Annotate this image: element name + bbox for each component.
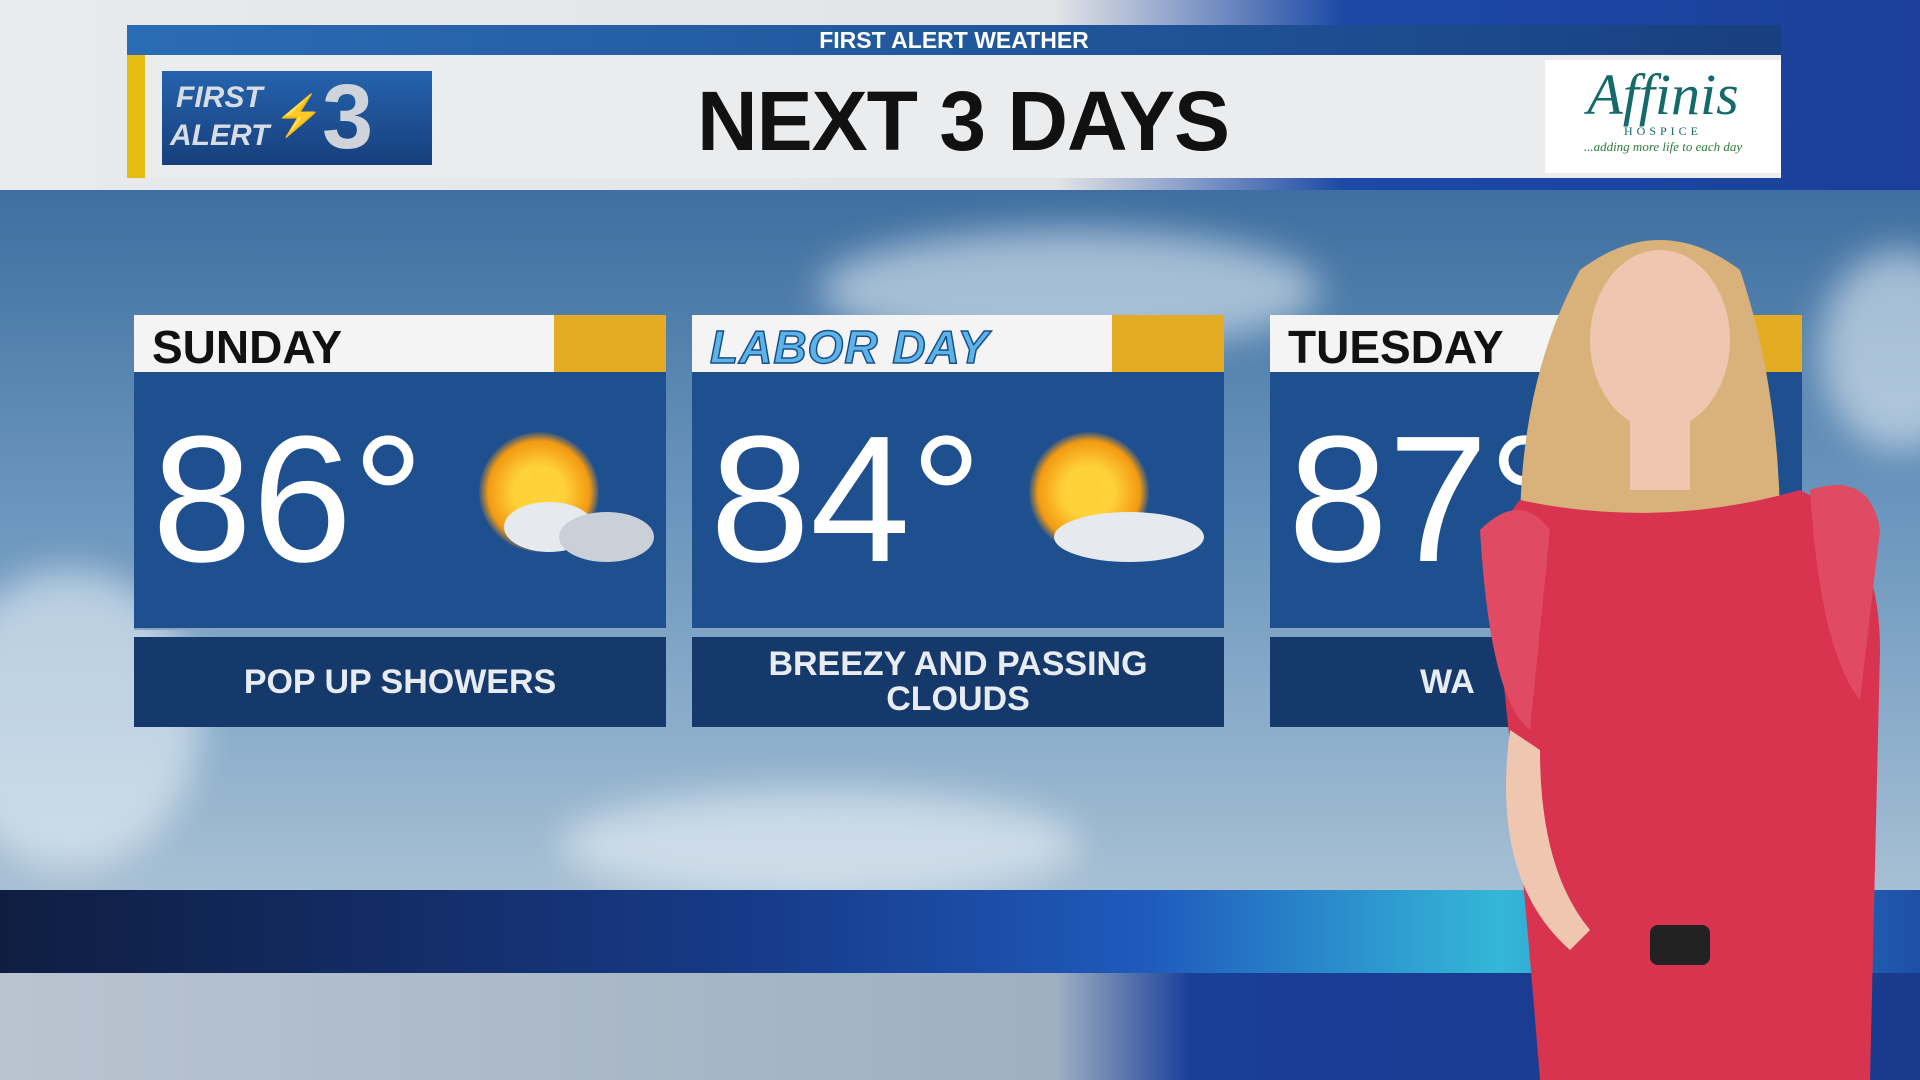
sponsor-name: Affinis: [1587, 62, 1739, 127]
sponsor-tagline: ...adding more life to each day: [1583, 139, 1743, 154]
network-bar: FIRST ALERT WEATHER: [127, 25, 1781, 55]
logo-channel: 3: [322, 71, 374, 165]
sun-clouds-showers-icon: [474, 432, 654, 582]
accent-tab: [1112, 315, 1224, 372]
logo-line-1: FIRST: [176, 81, 263, 114]
station-logo: FIRST ALERT ⚡ 3: [162, 71, 432, 165]
day-label: TUESDAY: [1288, 321, 1504, 373]
forecast-description: BREEZY AND PASSING CLOUDS: [692, 637, 1224, 727]
sponsor-sub: HOSPICE: [1623, 124, 1702, 138]
forecast-description: POP UP SHOWERS: [134, 637, 666, 727]
cloud: [560, 790, 1080, 900]
forecast-card-labor-day: LABOR DAY 84° BREEZY AND PASSING CLOUDS: [692, 315, 1224, 727]
day-label: SUNDAY: [152, 321, 343, 373]
presenter: [1480, 240, 1880, 1080]
temperature: 86°: [152, 399, 425, 600]
sponsor-logo: Affinis HOSPICE ...adding more life to e…: [1545, 60, 1781, 173]
page-title: NEXT 3 DAYS: [696, 74, 1230, 168]
logo-line-2: ALERT: [170, 119, 270, 152]
title-bar: FIRST ALERT ⚡ 3 NEXT 3 DAYS Affinis HOSP…: [127, 55, 1781, 178]
day-label: LABOR DAY: [709, 320, 990, 374]
sun-clouds-icon: [1024, 432, 1204, 582]
lightning-icon: ⚡: [274, 94, 324, 138]
forecast-card-sunday: SUNDAY 86° POP UP SHOWERS: [134, 315, 666, 727]
temperature: 84°: [710, 399, 983, 600]
accent-tab: [554, 315, 666, 372]
